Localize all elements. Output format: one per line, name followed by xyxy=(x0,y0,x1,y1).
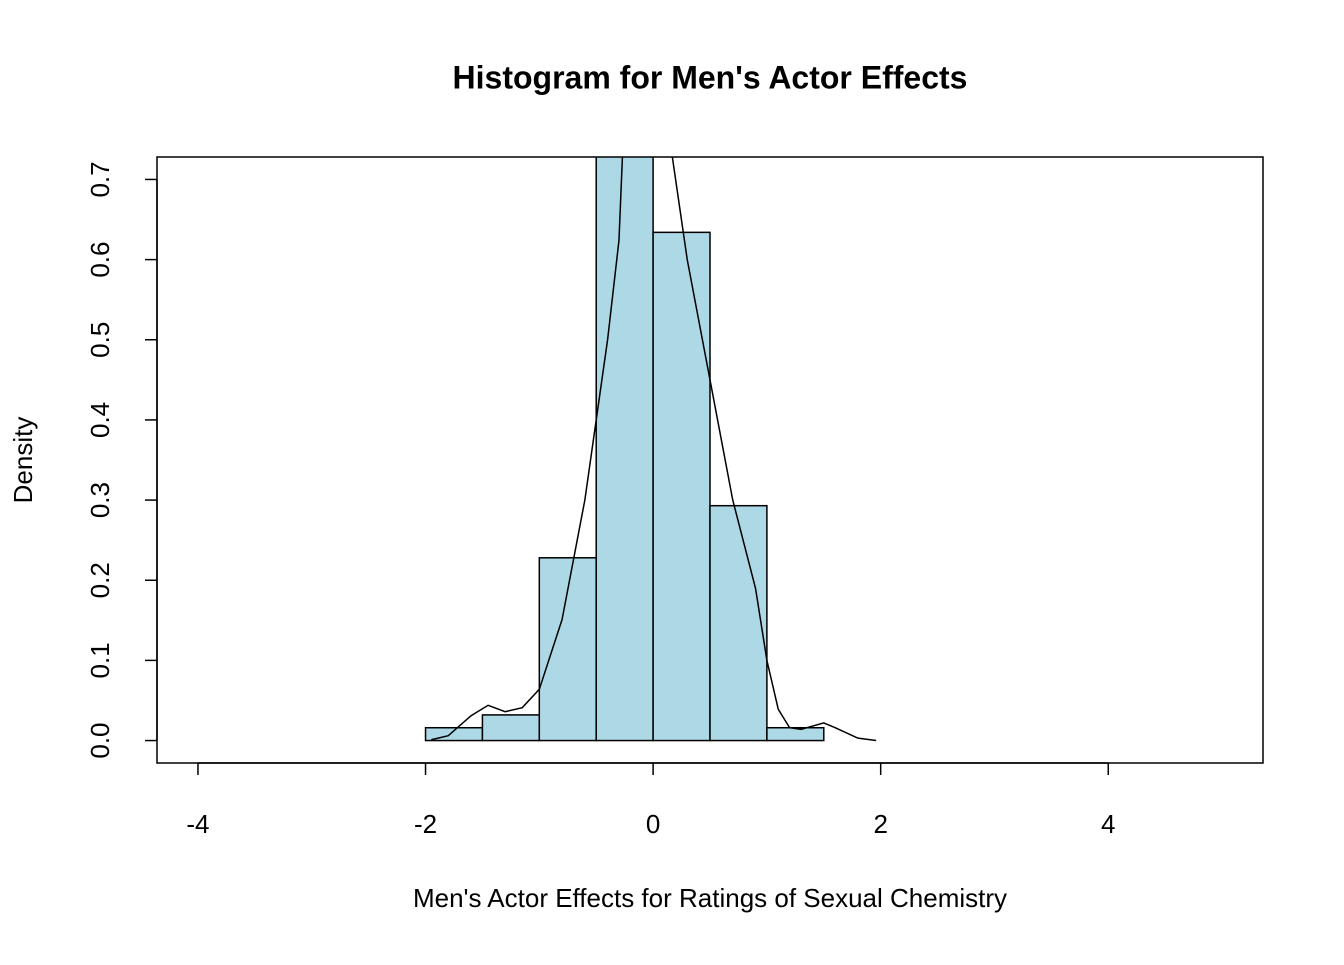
x-tick-label: 2 xyxy=(873,809,887,839)
bar xyxy=(481,714,541,742)
y-tick-label: 0.5 xyxy=(85,322,115,358)
x-tick-label: 0 xyxy=(646,809,660,839)
x-tick-label: -4 xyxy=(186,809,209,839)
y-tick-label: 0.7 xyxy=(85,161,115,197)
y-tick-label: 0.2 xyxy=(85,562,115,598)
bar xyxy=(652,231,711,742)
y-axis-label: Density xyxy=(8,417,38,504)
y-tick-label: 0.1 xyxy=(85,642,115,678)
x-axis-label: Men's Actor Effects for Ratings of Sexua… xyxy=(413,883,1007,913)
y-tick-label: 0.4 xyxy=(85,402,115,438)
bar xyxy=(595,157,654,742)
y-tick-label: 0.3 xyxy=(85,482,115,518)
x-tick-label: 4 xyxy=(1101,809,1115,839)
y-tick-label: 0.6 xyxy=(85,242,115,278)
x-tick-label: -2 xyxy=(414,809,437,839)
y-tick-label: 0.0 xyxy=(85,722,115,758)
density-curve xyxy=(431,157,877,742)
plot-area xyxy=(424,157,877,742)
bar xyxy=(766,726,825,742)
bar xyxy=(538,557,597,742)
bar xyxy=(709,504,768,742)
chart-title: Histogram for Men's Actor Effects xyxy=(453,59,968,95)
